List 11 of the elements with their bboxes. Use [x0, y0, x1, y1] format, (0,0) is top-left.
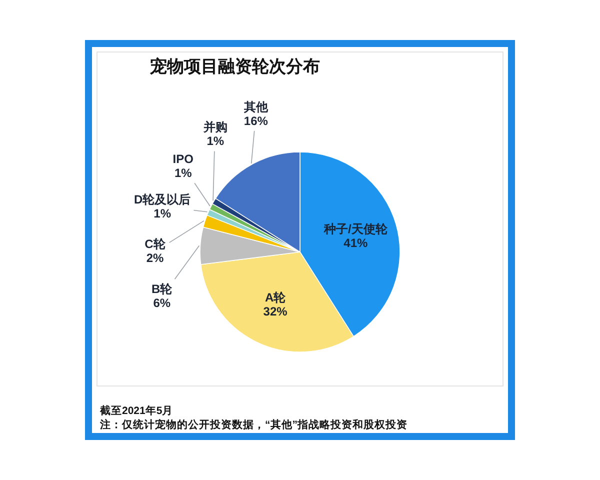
data-label: C轮 2% — [144, 237, 166, 266]
chart-title: 宠物项目融资轮次分布 — [149, 57, 320, 76]
data-label: B轮 6% — [152, 282, 172, 310]
note: 注：仅统计宠物的公开投资数据，“其他”指战略投资和股权投资 — [100, 419, 408, 431]
data-label: 其他 16% — [244, 100, 268, 128]
note: 截至2021年5月 — [100, 405, 174, 417]
data-label: 并购 1% — [203, 120, 228, 148]
data-label: A轮 32% — [263, 290, 288, 318]
data-label: D轮及以后 1% — [134, 192, 191, 220]
data-label: IPO 1% — [172, 152, 194, 180]
data-label: 种子/天使轮 41% — [324, 222, 388, 250]
